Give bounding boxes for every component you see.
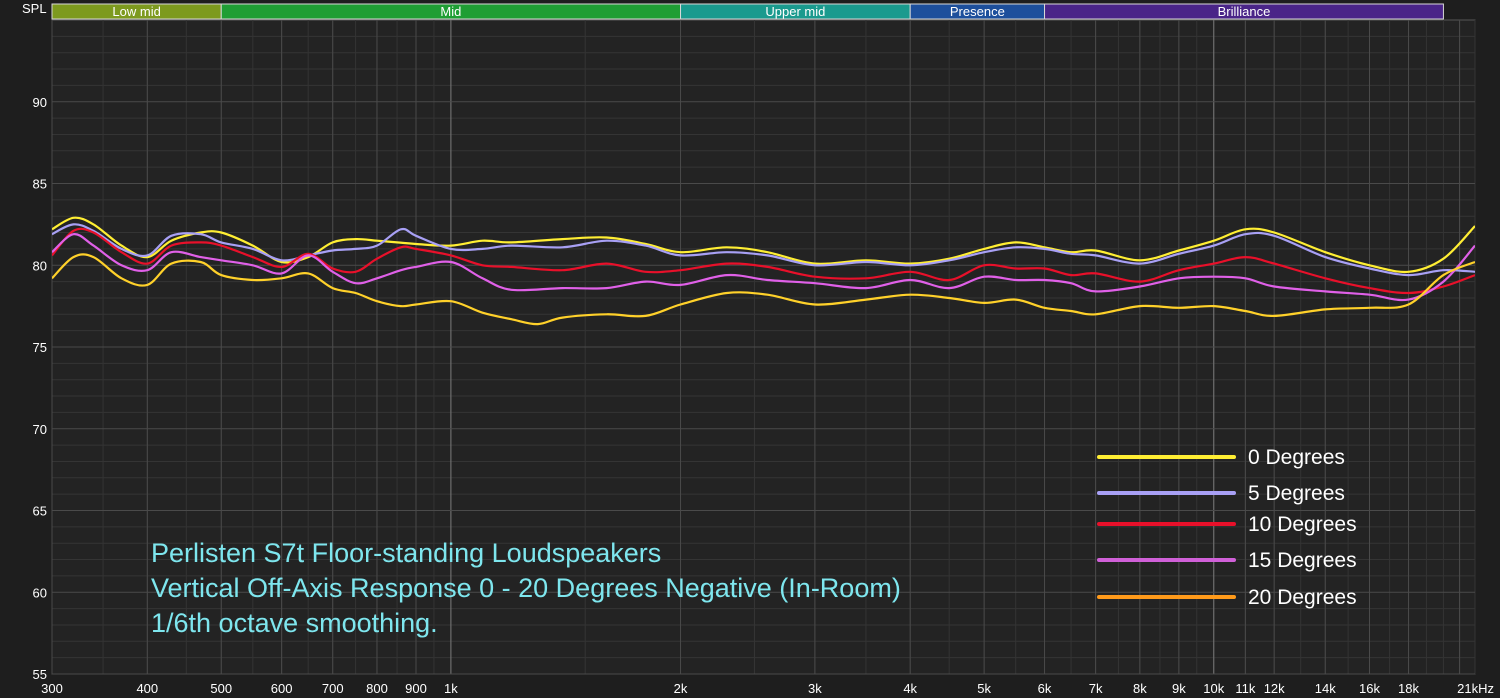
x-tick-label: 11k (1235, 681, 1255, 696)
frequency-bands: Low mid Mid Upper mid Presence Brilliance (51, 3, 1444, 20)
x-tick-label: 800 (366, 681, 388, 696)
x-tick-label: 14k (1315, 681, 1336, 696)
legend-label: 0 Degrees (1248, 446, 1345, 469)
x-tick-label: 12k (1264, 681, 1285, 696)
x-tick-label: 1k (444, 681, 458, 696)
x-tick-label: 700 (322, 681, 344, 696)
annotation-line-3: 1/6th octave smoothing. (151, 608, 438, 638)
series-line-15-degrees (52, 233, 1475, 302)
legend-label: 15 Degrees (1248, 549, 1357, 572)
legend-label: 20 Degrees (1248, 586, 1357, 609)
band-brilliance (1044, 3, 1444, 20)
y-tick-label: 90 (33, 95, 47, 110)
y-tick-label: 70 (33, 422, 47, 437)
y-tick-label: 75 (33, 340, 47, 355)
x-axis-ticks: 300 400 500 600 700 800 900 1k 2k 3k 4k 5k 6k 7k 8k 9k 1… (41, 681, 1494, 696)
x-tick-label: 4k (903, 681, 917, 696)
band-label: Brilliance (1218, 4, 1271, 19)
x-tick-label: 10k (1203, 681, 1224, 696)
series-line-5-degrees (52, 223, 1475, 277)
band-label: Upper mid (765, 4, 825, 19)
x-tick-label: 500 (210, 681, 232, 696)
y-tick-label: 60 (33, 585, 47, 600)
y-axis-ticks: 55 60 65 70 75 80 85 90 (33, 95, 47, 682)
annotation-line-2: Vertical Off-Axis Response 0 - 20 Degree… (151, 573, 901, 603)
series-lines (52, 216, 1475, 326)
series-line-10-degrees (52, 227, 1475, 295)
x-tick-label: 900 (405, 681, 427, 696)
legend-label: 5 Degrees (1248, 482, 1345, 505)
x-tick-label: 7k (1089, 681, 1103, 696)
x-tick-label: 18k (1398, 681, 1419, 696)
major-grid (51, 20, 1475, 675)
series-line-20-degrees (52, 253, 1475, 326)
x-tick-label: 21kHz (1457, 681, 1494, 696)
y-tick-label: 85 (33, 177, 47, 192)
annotation: Perlisten S7t Floor-standing Loudspeaker… (151, 538, 901, 638)
annotation-line-1: Perlisten S7t Floor-standing Loudspeaker… (151, 538, 661, 568)
band-label: Low mid (112, 4, 160, 19)
y-tick-label: 65 (33, 504, 47, 519)
y-tick-label: 80 (33, 258, 47, 273)
legend: 0 Degrees 5 Degrees 10 Degrees 15 Degrees 20… (1097, 446, 1357, 609)
x-tick-label: 9k (1172, 681, 1186, 696)
x-tick-label: 16k (1359, 681, 1380, 696)
legend-label: 10 Degrees (1248, 513, 1357, 536)
x-tick-label: 2k (674, 681, 688, 696)
x-tick-label: 3k (808, 681, 822, 696)
x-tick-label: 6k (1038, 681, 1052, 696)
band-label: Presence (950, 4, 1005, 19)
x-tick-label: 5k (977, 681, 991, 696)
x-tick-label: 8k (1133, 681, 1147, 696)
x-tick-label: 400 (136, 681, 158, 696)
band-label: Mid (440, 4, 461, 19)
series-line-0-degrees (52, 216, 1475, 274)
y-axis-label: SPL (22, 1, 47, 16)
x-tick-label: 600 (271, 681, 293, 696)
x-tick-label: 300 (41, 681, 63, 696)
y-tick-label: 55 (33, 667, 47, 682)
